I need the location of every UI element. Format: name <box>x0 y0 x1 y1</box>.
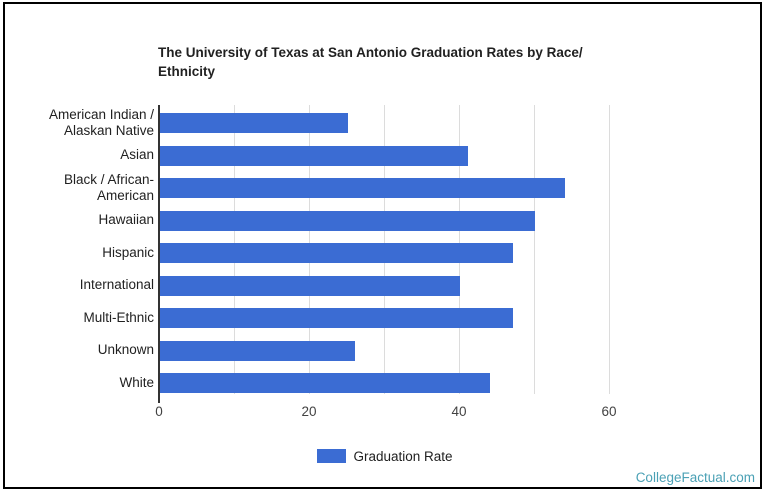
bar <box>160 373 490 393</box>
bar <box>160 243 513 263</box>
bar <box>160 308 513 328</box>
category-label: Multi-Ethnic <box>0 310 154 327</box>
category-label: Unknown <box>0 342 154 359</box>
chart-frame <box>3 2 762 489</box>
chart-title: The University of Texas at San Antonio G… <box>158 44 628 81</box>
chart-title-line-2: Ethnicity <box>158 63 216 79</box>
bar <box>160 113 348 133</box>
gridline <box>533 105 535 394</box>
category-label-line: Multi-Ethnic <box>83 309 154 325</box>
gridline <box>608 105 610 394</box>
x-axis-tick-label: 0 <box>155 404 163 419</box>
category-label-line: American Indian / <box>48 106 154 122</box>
category-label-line: Hispanic <box>102 244 154 260</box>
x-axis-tick-label: 60 <box>601 404 617 419</box>
category-label: White <box>0 375 154 392</box>
chart-title-line-1: The University of Texas at San Antonio G… <box>158 45 583 60</box>
bar <box>160 210 535 231</box>
category-label: Asian <box>0 147 154 164</box>
bar <box>160 275 460 296</box>
category-label: Hawaiian <box>0 212 154 229</box>
category-label-line: International <box>79 277 154 293</box>
x-axis-tick-label: 40 <box>451 404 467 419</box>
legend-label: Graduation Rate <box>353 448 453 464</box>
category-label: Hispanic <box>0 245 154 262</box>
category-label: Black / African- American <box>0 172 154 205</box>
bar <box>160 145 468 166</box>
bar <box>160 340 355 361</box>
category-label-line: Hawaiian <box>98 212 154 228</box>
category-label-line: American <box>96 188 154 203</box>
legend: Graduation Rate <box>159 448 611 464</box>
category-label-line: Black / African- <box>63 171 154 187</box>
category-label-line: Alaskan Native <box>63 123 154 138</box>
y-axis-line <box>158 105 160 403</box>
watermark: CollegeFactual.com <box>635 470 755 485</box>
category-label-line: Asian <box>120 147 154 163</box>
category-label-line: White <box>119 374 154 390</box>
bar <box>160 178 565 198</box>
x-axis-tick-label: 20 <box>301 404 317 419</box>
category-label-line: Unknown <box>97 342 154 358</box>
legend-swatch-icon <box>317 449 347 463</box>
category-label: International <box>0 277 154 294</box>
category-label: American Indian / Alaskan Native <box>0 107 154 140</box>
